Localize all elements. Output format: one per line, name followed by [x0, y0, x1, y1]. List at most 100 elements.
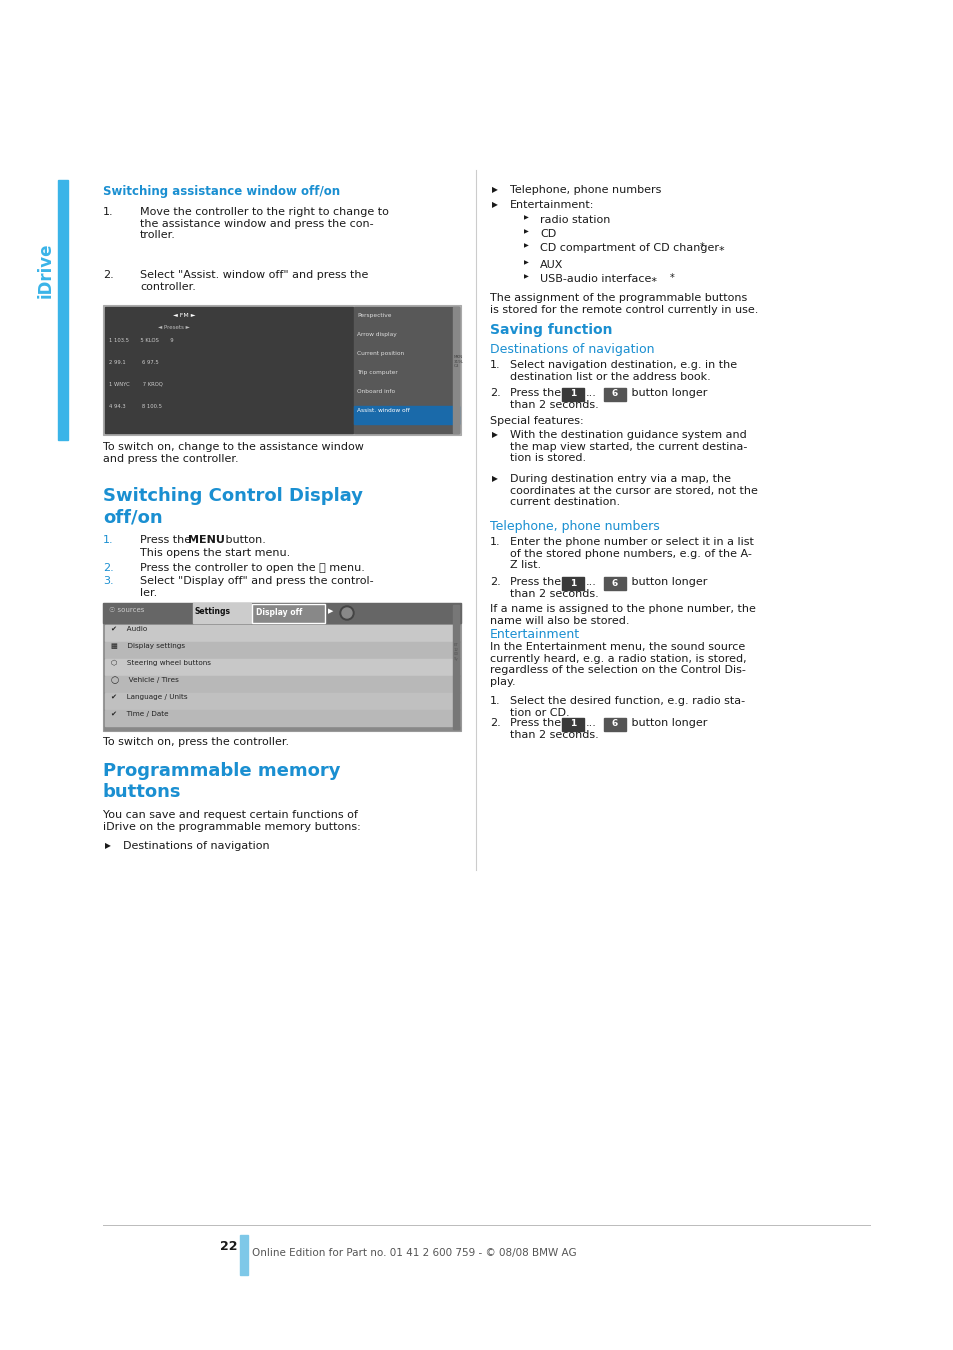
Bar [58, 180, 68, 440]
Text: 1.: 1. [490, 537, 500, 547]
Text: 1: 1 [569, 720, 576, 729]
Text: Destinations of navigation: Destinations of navigation [123, 841, 270, 850]
Text: ▶: ▶ [492, 474, 497, 483]
Text: 1.: 1. [490, 360, 500, 370]
Bar [354, 406, 458, 424]
Text: radio station: radio station [539, 215, 610, 225]
Text: 2 99.1          6 97.5: 2 99.1 6 97.5 [109, 360, 158, 365]
Text: The assignment of the programmable buttons
is stored for the remote control curr: The assignment of the programmable butto… [490, 293, 758, 315]
Text: ◄ FM ►: ◄ FM ► [172, 313, 195, 319]
Text: Switching Control Display: Switching Control Display [103, 487, 363, 505]
Text: Select the desired function, e.g. radio sta-
tion or CD.: Select the desired function, e.g. radio … [510, 697, 744, 718]
Text: Online Edition for Part no. 01 41 2 600 759 - © 08/08 BMW AG: Online Edition for Part no. 01 41 2 600 … [252, 1247, 576, 1258]
Bar [105, 710, 458, 726]
Bar [105, 306, 353, 433]
Text: CD: CD [539, 230, 556, 239]
Text: With the destination guidance system and
the map view started, the current desti: With the destination guidance system and… [510, 431, 746, 463]
Text: button longer: button longer [627, 576, 706, 587]
Text: To switch on, change to the assistance window
and press the controller.: To switch on, change to the assistance w… [103, 441, 363, 463]
Text: Entertainment: Entertainment [490, 628, 579, 641]
Text: Special features:: Special features: [490, 416, 583, 427]
Bar [453, 605, 458, 729]
Text: than 2 seconds.: than 2 seconds. [510, 400, 598, 410]
Text: Press the controller to open the Ⓘ menu.: Press the controller to open the Ⓘ menu. [140, 563, 364, 572]
Text: 6: 6 [611, 390, 618, 398]
Text: 4 94.3          8 100.5: 4 94.3 8 100.5 [109, 404, 162, 409]
Text: 1.: 1. [103, 535, 113, 545]
Text: You can save and request certain functions of
iDrive on the programmable memory : You can save and request certain functio… [103, 810, 360, 832]
Bar [105, 676, 458, 693]
Bar [561, 387, 583, 401]
Text: 1.: 1. [490, 697, 500, 706]
Text: Switching assistance window off/on: Switching assistance window off/on [103, 185, 340, 198]
Text: ◯  Vehicle / Tires: ◯ Vehicle / Tires [111, 676, 179, 684]
Text: ▶: ▶ [523, 243, 528, 248]
Text: ✔  Time / Date: ✔ Time / Date [111, 711, 169, 717]
Text: If a name is assigned to the phone number, the
name will also be stored.: If a name is assigned to the phone numbe… [490, 603, 755, 625]
Text: buttons: buttons [103, 783, 181, 801]
Text: ▶: ▶ [492, 200, 497, 209]
Bar [240, 1235, 248, 1274]
Text: Select "Display off" and press the control-
ler.: Select "Display off" and press the contr… [140, 576, 374, 598]
Text: iDrive: iDrive [37, 242, 55, 298]
Text: Assist. window off: Assist. window off [356, 408, 410, 413]
Text: than 2 seconds.: than 2 seconds. [510, 589, 598, 599]
Text: This opens the start menu.: This opens the start menu. [140, 548, 290, 558]
Text: *: * [669, 273, 674, 284]
Text: USB-audio interface⁎: USB-audio interface⁎ [539, 274, 657, 284]
Text: MKN
319L
C3: MKN 319L C3 [454, 355, 463, 369]
Text: than 2 seconds.: than 2 seconds. [510, 730, 598, 740]
Text: 22: 22 [220, 1241, 237, 1253]
Text: Display off: Display off [255, 608, 302, 617]
Text: 1 103.5       5 KLOS       9: 1 103.5 5 KLOS 9 [109, 338, 173, 343]
Text: Press the: Press the [140, 535, 194, 545]
Bar [603, 387, 625, 401]
Text: ...: ... [585, 718, 597, 728]
Text: ▶: ▶ [328, 608, 333, 614]
Text: Settings: Settings [194, 608, 231, 616]
Text: *: * [700, 242, 704, 252]
Text: 2.: 2. [103, 563, 113, 572]
Text: AUX: AUX [539, 261, 563, 270]
Text: 1: 1 [569, 390, 576, 398]
Bar [561, 576, 583, 590]
Text: button longer: button longer [627, 718, 706, 728]
Text: ▶: ▶ [523, 274, 528, 279]
Bar [603, 576, 625, 590]
Text: ▶: ▶ [492, 185, 497, 194]
Text: In the Entertainment menu, the sound source
currently heard, e.g. a radio statio: In the Entertainment menu, the sound sou… [490, 643, 746, 687]
Bar [453, 306, 458, 433]
Text: button.: button. [222, 535, 266, 545]
Text: Select navigation destination, e.g. in the
destination list or the address book.: Select navigation destination, e.g. in t… [510, 360, 737, 382]
Text: MENU: MENU [188, 535, 225, 545]
Text: Telephone, phone numbers: Telephone, phone numbers [510, 185, 660, 194]
Text: ...: ... [585, 387, 597, 398]
Text: CD compartment of CD changer⁎: CD compartment of CD changer⁎ [539, 243, 724, 252]
Bar [103, 603, 460, 730]
Bar [354, 306, 458, 433]
Text: Programmable memory: Programmable memory [103, 761, 340, 780]
Bar [105, 625, 458, 641]
Bar [105, 659, 458, 675]
Text: ▦  Display settings: ▦ Display settings [111, 643, 185, 649]
Text: Destinations of navigation: Destinations of navigation [490, 343, 654, 356]
Text: Enter the phone number or select it in a list
of the stored phone numbers, e.g. : Enter the phone number or select it in a… [510, 537, 753, 570]
Text: Move the controller to the right to change to
the assistance window and press th: Move the controller to the right to chan… [140, 207, 389, 240]
Text: Perspective: Perspective [356, 313, 391, 319]
Text: 2.: 2. [490, 576, 500, 587]
Text: Arrow display: Arrow display [356, 332, 396, 338]
Text: ▶: ▶ [492, 431, 497, 439]
Text: Select "Assist. window off" and press the
controller.: Select "Assist. window off" and press th… [140, 270, 368, 292]
Text: ET
12
00
9y: ET 12 00 9y [454, 643, 458, 660]
Bar [103, 305, 460, 435]
Text: Saving function: Saving function [490, 323, 612, 338]
Text: Press the: Press the [510, 718, 564, 728]
Bar [103, 603, 460, 622]
Text: off/on: off/on [103, 508, 162, 526]
Text: 2.: 2. [103, 270, 113, 279]
FancyBboxPatch shape [253, 603, 325, 622]
Text: Onboard info: Onboard info [356, 389, 395, 394]
Circle shape [339, 606, 354, 620]
Text: 1 WNYC        7 KROQ: 1 WNYC 7 KROQ [109, 382, 163, 387]
Text: 1.: 1. [103, 207, 113, 217]
